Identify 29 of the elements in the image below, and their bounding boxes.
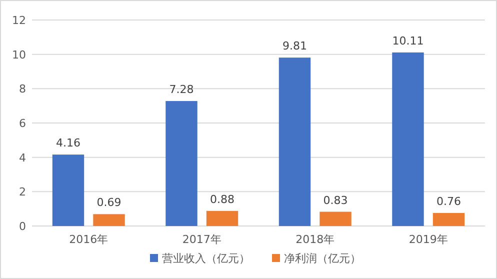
x-tick-label: 2016年 — [69, 233, 108, 246]
bar — [206, 210, 238, 226]
x-tick-label: 2018年 — [296, 233, 335, 246]
bar — [320, 212, 352, 226]
bar — [93, 214, 125, 226]
y-tick-label: 8 — [19, 82, 26, 96]
x-tick-label: 2017年 — [182, 233, 222, 246]
y-tick-label: 10 — [12, 48, 26, 62]
data-label: 0.88 — [210, 192, 235, 206]
bar — [166, 101, 198, 226]
x-tick-label: 2019年 — [408, 233, 448, 246]
y-tick-label: 12 — [12, 14, 26, 27]
bar — [392, 52, 424, 226]
legend-label: 营业收入（亿元） — [162, 252, 250, 265]
data-label: 0.76 — [436, 194, 462, 208]
y-tick-label: 0 — [19, 220, 26, 233]
bar — [278, 58, 311, 226]
bar — [52, 154, 84, 226]
y-tick-label: 4 — [19, 151, 26, 164]
y-tick-label: 6 — [19, 117, 26, 130]
data-label: 10.11 — [392, 34, 424, 48]
data-label: 9.81 — [282, 40, 307, 53]
data-label: 0.83 — [323, 194, 348, 207]
legend-label: 净利润（亿元） — [284, 252, 361, 265]
data-label: 4.16 — [56, 136, 80, 150]
y-tick-label: 2 — [19, 186, 26, 199]
data-label: 0.69 — [96, 196, 122, 210]
bar — [432, 212, 465, 226]
data-label: 7.28 — [169, 83, 194, 96]
